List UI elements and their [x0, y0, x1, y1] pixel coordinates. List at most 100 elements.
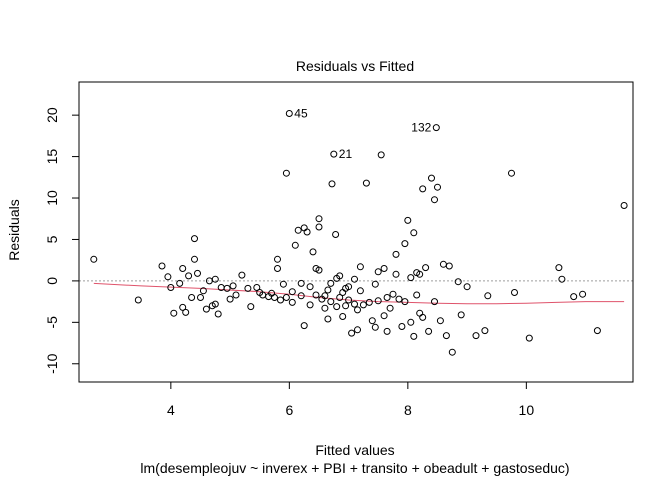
data-point — [197, 294, 204, 301]
chart-subtitle: lm(desempleojuv ~ inverex + PBI + transi… — [140, 460, 569, 476]
data-point — [356, 287, 364, 295]
data-point — [285, 110, 293, 117]
data-point — [432, 124, 440, 132]
data-point — [297, 279, 305, 287]
data-point — [380, 312, 388, 320]
data-point — [297, 292, 305, 300]
point-label: 45 — [294, 107, 308, 121]
data-point — [134, 296, 142, 304]
y-tick-label: -10 — [44, 353, 60, 373]
data-point — [351, 300, 358, 308]
y-axis: -10 -5 0 5 10 15 20 — [44, 107, 80, 374]
data-point — [288, 298, 296, 306]
data-point — [454, 278, 462, 286]
data-point — [359, 301, 367, 309]
plot-frame — [78, 81, 634, 383]
data-point — [294, 226, 302, 234]
data-point — [336, 272, 344, 280]
data-point — [407, 318, 415, 326]
data-point — [407, 274, 415, 282]
data-point — [410, 332, 418, 340]
data-point — [404, 216, 412, 224]
data-point — [332, 231, 340, 238]
x-tick-label: 8 — [404, 402, 412, 418]
data-point — [223, 284, 231, 292]
point-label: 132 — [411, 121, 431, 135]
data-point — [226, 295, 234, 303]
x-axis: 4 6 8 10 — [167, 381, 535, 418]
data-point — [416, 309, 424, 317]
data-point — [484, 292, 492, 300]
data-point — [481, 327, 489, 335]
data-point — [300, 224, 308, 232]
data-point — [398, 323, 406, 330]
data-point — [620, 202, 628, 209]
data-point — [238, 271, 246, 279]
data-point — [211, 275, 219, 283]
data-point — [182, 308, 190, 316]
data-point — [274, 265, 281, 272]
y-tick-label: -5 — [44, 316, 60, 329]
data-point — [374, 297, 382, 305]
data-point — [431, 298, 438, 306]
data-point — [336, 294, 344, 301]
data-point — [288, 288, 296, 296]
plot-area: 45 21 132 — [78, 81, 634, 383]
data-point — [410, 229, 418, 237]
y-tick-label: 0 — [44, 277, 60, 285]
data-point — [199, 287, 207, 295]
chart-title: Residuals vs Fitted — [296, 58, 414, 74]
data-point — [356, 263, 364, 271]
data-point — [413, 291, 421, 299]
data-point — [327, 279, 335, 287]
data-point — [179, 265, 187, 272]
data-point — [445, 262, 453, 270]
data-point — [327, 298, 335, 306]
data-point — [425, 327, 433, 335]
x-tick-label: 4 — [167, 402, 175, 418]
data-point — [339, 289, 347, 296]
data-point — [303, 228, 311, 236]
data-point — [282, 169, 290, 177]
data-point — [247, 303, 255, 311]
data-point — [202, 305, 210, 313]
data-point — [194, 269, 201, 277]
data-point — [383, 294, 391, 301]
data-point — [191, 255, 198, 263]
x-tick-label: 6 — [285, 402, 293, 418]
data-point — [170, 309, 178, 317]
data-point — [371, 280, 379, 288]
y-tick-label: 15 — [44, 149, 60, 165]
point-label: 21 — [339, 147, 353, 161]
data-point — [419, 313, 427, 321]
data-point — [321, 292, 329, 300]
data-point — [579, 290, 587, 298]
data-point — [185, 272, 193, 280]
data-point — [434, 183, 441, 191]
data-point — [395, 295, 403, 303]
data-point — [333, 303, 341, 311]
data-point — [439, 260, 447, 268]
data-point — [570, 293, 578, 301]
data-point — [354, 306, 361, 314]
data-point — [380, 265, 388, 272]
data-point — [277, 296, 284, 304]
data-point — [339, 313, 347, 320]
data-point — [176, 279, 184, 287]
y-tick-label: 20 — [44, 107, 60, 123]
x-tick-label: 10 — [519, 402, 535, 418]
data-point — [90, 255, 98, 263]
y-axis-label: Residuals — [6, 199, 22, 260]
data-point — [371, 323, 379, 331]
data-point — [351, 275, 358, 283]
data-point — [324, 315, 332, 323]
data-point — [300, 322, 308, 330]
data-point — [179, 303, 187, 311]
data-point — [374, 268, 382, 276]
data-point — [158, 262, 166, 270]
data-point — [525, 334, 533, 342]
data-point — [354, 326, 361, 334]
data-point — [328, 180, 336, 188]
data-point — [401, 298, 409, 306]
data-point — [392, 270, 400, 278]
